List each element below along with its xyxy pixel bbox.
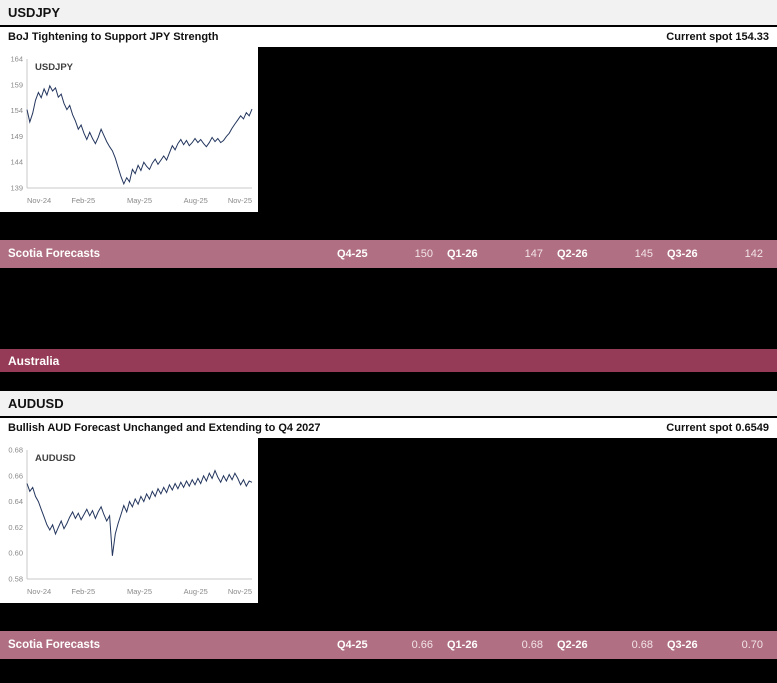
audusd-forecast-entries: Q4-25 0.66 Q1-26 0.68 Q2-26 0.68 Q3-26 0… <box>337 639 763 651</box>
usdjpy-headline: BoJ Tightening to Support JPY Strength <box>8 31 219 43</box>
forecast-quarter: Q1-26 <box>447 248 478 260</box>
forecast-value: 150 <box>414 248 433 260</box>
forecast-entry: Q3-26 0.70 <box>667 639 763 651</box>
usdjpy-pair-header: USDJPY <box>0 0 777 25</box>
svg-text:0.58: 0.58 <box>8 575 23 584</box>
audusd-section: AUDUSD Bullish AUD Forecast Unchanged an… <box>0 391 777 659</box>
forecast-quarter: Q4-25 <box>337 248 368 260</box>
forecast-quarter: Q4-25 <box>337 639 368 651</box>
audusd-pair-header: AUDUSD <box>0 391 777 416</box>
svg-text:0.66: 0.66 <box>8 471 23 480</box>
audusd-pair-title: AUDUSD <box>8 396 64 411</box>
svg-text:Aug-25: Aug-25 <box>184 587 208 596</box>
audusd-current-spot: Current spot 0.6549 <box>666 422 769 434</box>
usdjpy-subtitle-row: BoJ Tightening to Support JPY Strength C… <box>0 27 777 47</box>
forecast-entry: Q2-26 0.68 <box>557 639 653 651</box>
australia-section-header: Australia <box>0 349 777 372</box>
forecast-value: 0.68 <box>521 639 543 651</box>
svg-text:144: 144 <box>10 158 23 167</box>
forecast-entry: Q1-26 0.68 <box>447 639 543 651</box>
forecast-quarter: Q1-26 <box>447 639 478 651</box>
usdjpy-current-spot: Current spot 154.33 <box>666 31 769 43</box>
australia-section-label: Australia <box>8 353 60 368</box>
svg-text:Feb-25: Feb-25 <box>71 587 95 596</box>
svg-text:164: 164 <box>10 55 23 64</box>
usdjpy-pair-title: USDJPY <box>8 5 61 20</box>
forecast-entry: Q1-26 147 <box>447 248 543 260</box>
svg-text:May-25: May-25 <box>127 587 152 596</box>
forecast-value: 145 <box>634 248 653 260</box>
svg-text:139: 139 <box>10 184 23 193</box>
svg-text:154: 154 <box>10 106 23 115</box>
svg-text:May-25: May-25 <box>127 196 152 205</box>
usdjpy-forecast-bar: Scotia Forecasts Q4-25 150 Q1-26 147 Q2-… <box>0 240 777 268</box>
audusd-headline: Bullish AUD Forecast Unchanged and Exten… <box>8 422 321 434</box>
svg-text:AUDUSD: AUDUSD <box>35 453 76 464</box>
svg-text:0.64: 0.64 <box>8 497 23 506</box>
svg-text:0.68: 0.68 <box>8 446 23 455</box>
forecast-value: 147 <box>524 248 543 260</box>
usdjpy-line-chart: 164 159 154 149 144 139 Nov-24 Feb-25 May-25 Aug-… <box>0 47 258 212</box>
svg-text:0.62: 0.62 <box>8 523 23 532</box>
svg-text:149: 149 <box>10 132 23 141</box>
audusd-forecast-bar: Scotia Forecasts Q4-25 0.66 Q1-26 0.68 Q… <box>0 631 777 659</box>
forecast-value: 0.66 <box>411 639 433 651</box>
svg-text:Nov-24: Nov-24 <box>27 587 51 596</box>
svg-text:Feb-25: Feb-25 <box>71 196 95 205</box>
forecast-entry: Q2-26 145 <box>557 248 653 260</box>
forecast-quarter: Q3-26 <box>667 248 698 260</box>
svg-text:Nov-24: Nov-24 <box>27 196 51 205</box>
forecast-value: 0.68 <box>631 639 653 651</box>
svg-text:Nov-25: Nov-25 <box>228 196 252 205</box>
forecast-entry: Q4-25 150 <box>337 248 433 260</box>
audusd-line-chart: 0.68 0.66 0.64 0.62 0.60 0.58 Nov-24 Feb-25 May-… <box>0 438 258 603</box>
forecast-value: 0.70 <box>741 639 763 651</box>
svg-text:Nov-25: Nov-25 <box>228 587 252 596</box>
audusd-subtitle-row: Bullish AUD Forecast Unchanged and Exten… <box>0 418 777 438</box>
forecast-quarter: Q3-26 <box>667 639 698 651</box>
forecast-bar-label: Scotia Forecasts <box>8 639 101 651</box>
usdjpy-section: USDJPY BoJ Tightening to Support JPY Str… <box>0 0 777 268</box>
forecast-entry: Q4-25 0.66 <box>337 639 433 651</box>
svg-text:159: 159 <box>10 80 23 89</box>
forecast-value: 142 <box>744 248 763 260</box>
usdjpy-forecast-entries: Q4-25 150 Q1-26 147 Q2-26 145 Q3-26 142 <box>337 248 763 260</box>
svg-text:Aug-25: Aug-25 <box>184 196 208 205</box>
forecast-quarter: Q2-26 <box>557 639 588 651</box>
forecast-entry: Q3-26 142 <box>667 248 763 260</box>
svg-text:0.60: 0.60 <box>8 549 23 558</box>
forecast-quarter: Q2-26 <box>557 248 588 260</box>
forecast-bar-label: Scotia Forecasts <box>8 248 101 260</box>
svg-text:USDJPY: USDJPY <box>35 62 74 73</box>
